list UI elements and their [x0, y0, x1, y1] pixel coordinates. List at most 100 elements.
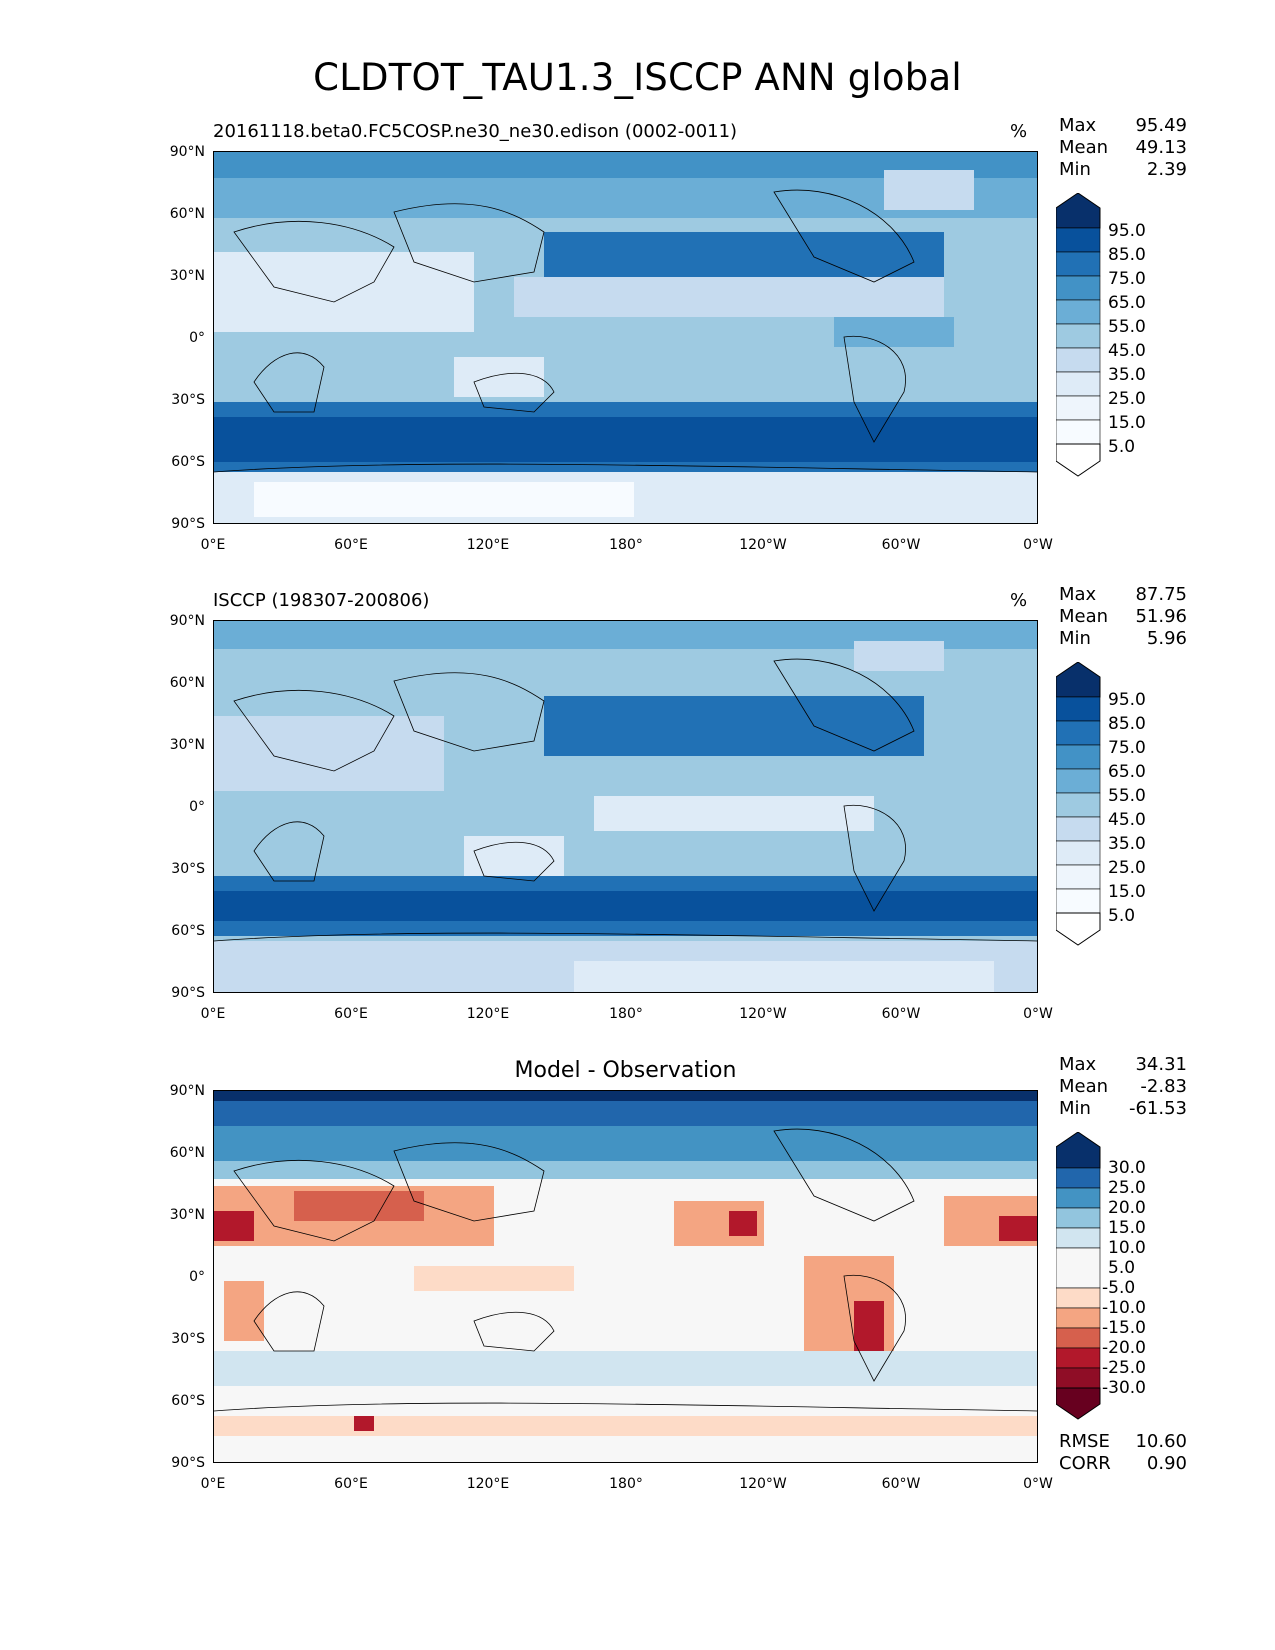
lon-label: 0°E: [200, 1006, 226, 1022]
stat-max: Max 87.75: [1059, 584, 1187, 605]
colorbar-label: 35.0: [1108, 834, 1146, 854]
colorbar-label: 85.0: [1108, 714, 1146, 734]
colorbar-label: -30.0: [1102, 1378, 1146, 1398]
colorbar: [1055, 1131, 1101, 1438]
colorbar-label: 25.0: [1108, 389, 1146, 409]
lat-label: 90°N: [169, 613, 205, 629]
lat-label: 60°N: [169, 206, 205, 222]
lat-label: 90°N: [169, 144, 205, 160]
lat-label: 90°S: [171, 985, 205, 1001]
lat-label: 30°N: [169, 737, 205, 753]
lat-label: 30°S: [171, 392, 205, 408]
colorbar-label: 25.0: [1108, 1178, 1146, 1198]
lat-label: 60°S: [171, 1393, 205, 1409]
colorbar-label: 35.0: [1108, 365, 1146, 385]
lat-label: 0°: [189, 799, 205, 815]
stat-max: Max 34.31: [1059, 1054, 1187, 1075]
stat-rmse: RMSE 10.60: [1059, 1431, 1187, 1452]
colorbar-label: 65.0: [1108, 762, 1146, 782]
panel-units: %: [1010, 590, 1028, 611]
panel-model: 20161118.beta0.FC5COSP.ne30_ne30.edison …: [0, 0, 1275, 553]
colorbar-label: 75.0: [1108, 269, 1146, 289]
colorbar-label: 15.0: [1108, 882, 1146, 902]
colorbar-label: -20.0: [1102, 1338, 1146, 1358]
colorbar: [1055, 192, 1101, 499]
lon-label: 0°W: [1023, 1476, 1053, 1492]
lon-label: 120°E: [466, 1476, 510, 1492]
colorbar-label: 5.0: [1108, 906, 1136, 926]
stat-min: Min 2.39: [1059, 159, 1187, 180]
lon-label: 120°W: [739, 1476, 787, 1492]
map-difference: [213, 1090, 1038, 1463]
lat-label: 0°: [189, 330, 205, 346]
stat-min: Min -61.53: [1059, 1098, 1187, 1119]
lon-label: 60°W: [881, 537, 921, 553]
lon-label: 120°E: [466, 537, 510, 553]
colorbar-label: -10.0: [1102, 1298, 1146, 1318]
colorbar-label: -5.0: [1102, 1278, 1136, 1298]
lat-label: 60°S: [171, 454, 205, 470]
lon-label: 0°W: [1023, 537, 1053, 553]
stat-mean: Mean 51.96: [1059, 606, 1187, 627]
panel-difference: Model - Observation Max 34.31 Mean -2.83 M…: [0, 0, 1275, 1492]
colorbar-label: 15.0: [1108, 413, 1146, 433]
colorbar-label: 5.0: [1108, 1258, 1136, 1278]
lat-label: 30°S: [171, 861, 205, 877]
lat-label: 30°N: [169, 268, 205, 284]
colorbar-label: -15.0: [1102, 1318, 1146, 1338]
colorbar-label: 5.0: [1108, 437, 1136, 457]
lat-label: 90°S: [171, 1455, 205, 1471]
stat-mean: Mean -2.83: [1059, 1076, 1187, 1097]
panel-observation: ISCCP (198307-200806) % Max 87.75 Mean 51.…: [0, 0, 1275, 1022]
lat-label: 30°S: [171, 1331, 205, 1347]
stat-corr: CORR 0.90: [1059, 1453, 1187, 1474]
lat-label: 30°N: [169, 1207, 205, 1223]
lon-label: 60°W: [881, 1476, 921, 1492]
colorbar-label: 55.0: [1108, 786, 1146, 806]
colorbar-label: 45.0: [1108, 810, 1146, 830]
stat-mean: Mean 49.13: [1059, 137, 1187, 158]
lon-label: 120°E: [466, 1006, 510, 1022]
lat-label: 90°N: [169, 1083, 205, 1099]
colorbar-label: 10.0: [1108, 1238, 1146, 1258]
lon-label: 180°: [609, 537, 643, 553]
stat-max: Max 95.49: [1059, 115, 1187, 136]
lat-label: 90°S: [171, 516, 205, 532]
lon-label: 60°E: [334, 1006, 368, 1022]
colorbar: [1055, 661, 1101, 968]
lat-label: 60°N: [169, 1145, 205, 1161]
colorbar-label: 65.0: [1108, 293, 1146, 313]
lon-label: 120°W: [739, 537, 787, 553]
panel-units: %: [1010, 121, 1028, 142]
colorbar-label: 45.0: [1108, 341, 1146, 361]
colorbar-label: -25.0: [1102, 1358, 1146, 1378]
lon-label: 180°: [609, 1006, 643, 1022]
panel-title: ISCCP (198307-200806): [213, 590, 430, 611]
panel-title: 20161118.beta0.FC5COSP.ne30_ne30.edison …: [213, 121, 738, 142]
lon-label: 60°E: [334, 537, 368, 553]
lon-label: 0°E: [200, 537, 226, 553]
colorbar-label: 20.0: [1108, 1198, 1146, 1218]
lon-label: 60°E: [334, 1476, 368, 1492]
lon-label: 0°E: [200, 1476, 226, 1492]
panel-title: Model - Observation: [514, 1058, 737, 1083]
figure-title: CLDTOT_TAU1.3_ISCCP ANN global: [313, 56, 962, 99]
colorbar-label: 95.0: [1108, 690, 1146, 710]
map-model: [213, 151, 1038, 524]
colorbar-label: 30.0: [1108, 1158, 1146, 1178]
colorbar-label: 25.0: [1108, 858, 1146, 878]
colorbar-label: 95.0: [1108, 221, 1146, 241]
colorbar-label: 55.0: [1108, 317, 1146, 337]
colorbar-label: 85.0: [1108, 245, 1146, 265]
colorbar-label: 75.0: [1108, 738, 1146, 758]
lat-label: 60°S: [171, 923, 205, 939]
lat-label: 60°N: [169, 675, 205, 691]
stat-min: Min 5.96: [1059, 628, 1187, 649]
lat-label: 0°: [189, 1269, 205, 1285]
lon-label: 60°W: [881, 1006, 921, 1022]
lon-label: 120°W: [739, 1006, 787, 1022]
lon-label: 180°: [609, 1476, 643, 1492]
colorbar-label: 15.0: [1108, 1218, 1146, 1238]
map-observation: [213, 620, 1038, 993]
lon-label: 0°W: [1023, 1006, 1053, 1022]
